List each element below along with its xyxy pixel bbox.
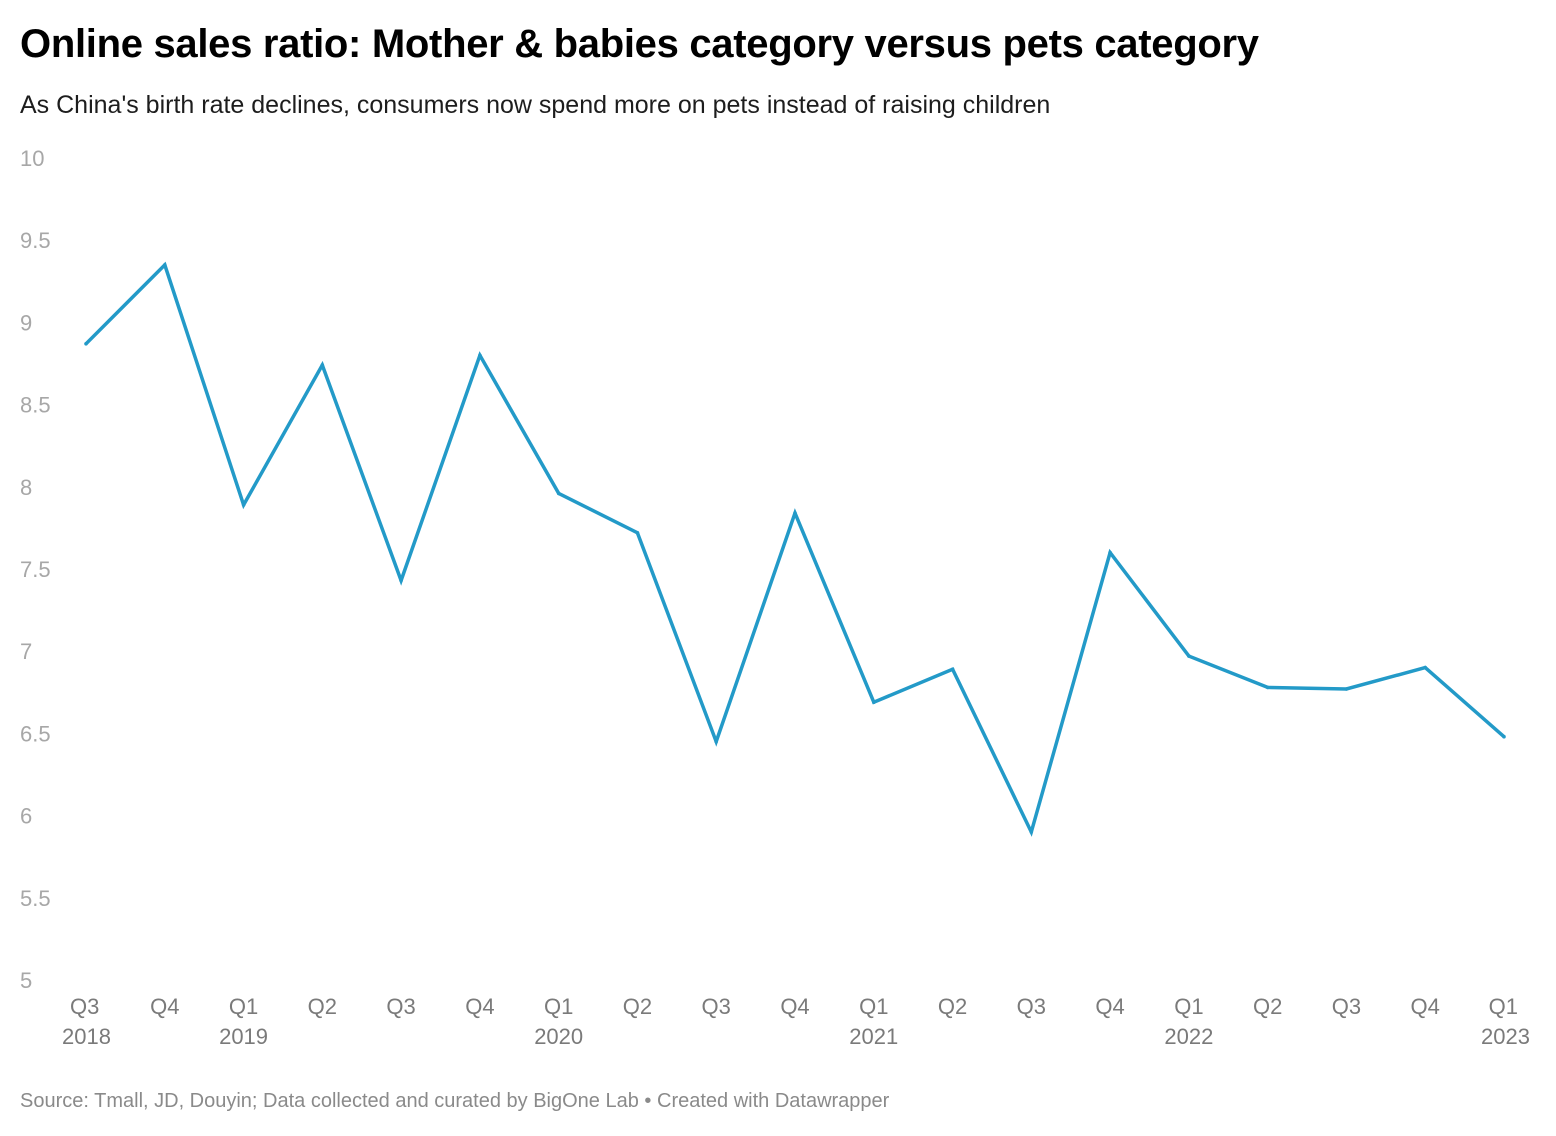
data-point[interactable] xyxy=(241,503,246,507)
data-point[interactable] xyxy=(1187,654,1191,658)
x-tick-year-label: 2022 xyxy=(1164,1024,1213,1049)
chart-footer: Source: Tmall, JD, Douyin; Data collecte… xyxy=(20,1090,889,1113)
x-tick-label: Q1 xyxy=(1489,994,1518,1019)
x-tick-year-label: 2019 xyxy=(219,1024,268,1049)
data-point[interactable] xyxy=(1344,687,1349,691)
footer-separator: • xyxy=(644,1090,652,1112)
chart-title: Online sales ratio: Mother & babies cate… xyxy=(20,22,1259,66)
series-layer xyxy=(84,261,1506,837)
x-tick-label: Q3 xyxy=(1332,994,1361,1019)
data-point[interactable] xyxy=(556,491,561,496)
data-point[interactable] xyxy=(1502,734,1506,739)
x-tick-label: Q1 xyxy=(1174,994,1203,1019)
x-tick-year-label: 2018 xyxy=(62,1024,111,1049)
source-note: Source: Tmall, JD, Douyin; Data collecte… xyxy=(20,1090,639,1112)
y-tick-label: 9 xyxy=(20,310,32,335)
data-point[interactable] xyxy=(399,578,403,583)
x-tick-label: Q1 xyxy=(229,994,258,1019)
x-tick-label: Q2 xyxy=(938,994,967,1019)
data-point[interactable] xyxy=(950,667,955,672)
x-tick-label: Q3 xyxy=(70,994,99,1019)
datawrapper-credit[interactable]: Created with Datawrapper xyxy=(657,1090,890,1112)
x-tick-label: Q2 xyxy=(1253,994,1282,1019)
data-point[interactable] xyxy=(1423,665,1427,670)
x-tick-year-label: 2020 xyxy=(534,1024,583,1049)
data-point[interactable] xyxy=(714,739,718,744)
data-point[interactable] xyxy=(1265,685,1270,690)
data-point[interactable] xyxy=(635,531,640,535)
x-tick-label: Q4 xyxy=(1095,994,1124,1019)
y-axis: 10 9.5 9 8.5 8 7.5 7 6.5 6 5.5 5 xyxy=(20,146,51,993)
chart-subtitle: As China's birth rate declines, consumer… xyxy=(20,91,1051,119)
y-tick-label: 7 xyxy=(20,639,32,664)
x-tick-label: Q3 xyxy=(1017,994,1046,1019)
x-tick-year-label: 2023 xyxy=(1481,1024,1530,1049)
x-tick-label: Q4 xyxy=(150,994,179,1019)
x-tick-label: Q2 xyxy=(623,994,652,1019)
y-tick-label: 5 xyxy=(20,968,32,993)
data-point[interactable] xyxy=(872,700,876,704)
y-tick-label: 8 xyxy=(20,475,32,500)
x-axis: Q3 2018 Q4 Q1 2019 Q2 Q3 Q4 Q1 2020 Q2 Q3 Q4 Q1 2021 Q2… xyxy=(62,994,1530,1049)
x-tick-label: Q4 xyxy=(465,994,494,1019)
x-tick-label: Q1 xyxy=(544,994,573,1019)
x-tick-label: Q4 xyxy=(1411,994,1440,1019)
y-tick-label: 5.5 xyxy=(20,886,51,911)
x-tick-label: Q1 xyxy=(859,994,888,1019)
x-tick-label: Q3 xyxy=(386,994,415,1019)
x-tick-label: Q4 xyxy=(780,994,809,1019)
y-tick-label: 8.5 xyxy=(20,393,51,418)
data-point[interactable] xyxy=(163,263,167,267)
data-point[interactable] xyxy=(478,353,482,358)
data-point[interactable] xyxy=(1108,550,1112,555)
y-tick-label: 10 xyxy=(20,146,44,171)
data-point[interactable] xyxy=(1029,830,1034,834)
data-point[interactable] xyxy=(84,342,88,346)
series-line[interactable] xyxy=(84,261,1506,837)
data-point[interactable] xyxy=(320,363,325,367)
data-point[interactable] xyxy=(793,511,797,515)
y-tick-label: 9.5 xyxy=(20,228,51,253)
x-tick-year-label: 2021 xyxy=(849,1024,898,1049)
y-tick-label: 6.5 xyxy=(20,721,51,746)
y-tick-label: 7.5 xyxy=(20,557,51,582)
x-tick-label: Q2 xyxy=(308,994,337,1019)
y-tick-label: 6 xyxy=(20,804,32,829)
x-tick-label: Q3 xyxy=(702,994,731,1019)
